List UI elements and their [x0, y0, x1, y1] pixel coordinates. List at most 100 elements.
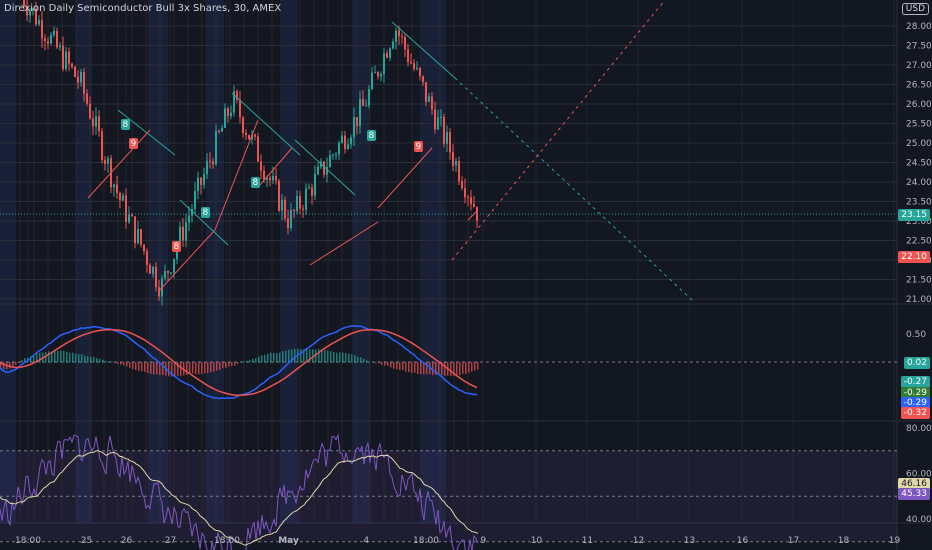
candle-body — [89, 103, 91, 119]
candle-body — [422, 76, 424, 83]
candle-body — [203, 174, 205, 185]
td-marker-label: 8 — [369, 131, 375, 141]
macd-badge-2: -0.29 — [900, 387, 930, 399]
macd-histogram-bar — [132, 362, 134, 369]
currency-label[interactable]: USD — [901, 3, 929, 15]
macd-histogram-bar — [306, 348, 308, 363]
macd-histogram-bar — [18, 362, 20, 363]
td-marker — [367, 130, 376, 141]
trend-projection-teal — [454, 77, 693, 301]
td-marker — [251, 177, 260, 188]
macd-histogram-bar — [459, 362, 461, 376]
macd-histogram-bar — [240, 361, 242, 363]
macd-histogram-bar — [66, 351, 68, 363]
macd-histogram-bar — [372, 361, 374, 363]
macd-histogram-bar — [168, 362, 170, 377]
macd-histogram-bar — [387, 362, 389, 366]
time-axis-label: 16 — [737, 536, 749, 546]
price-tick-label: 21.50 — [906, 276, 932, 286]
candle-body — [71, 63, 73, 67]
macd-histogram-bar — [276, 353, 278, 363]
price-tick-label: 27.00 — [906, 61, 932, 71]
candle-body — [83, 72, 85, 94]
candle-body — [350, 137, 352, 145]
macd-histogram-bar — [471, 362, 473, 372]
macd-histogram-bar — [135, 362, 137, 371]
session-band — [280, 0, 298, 523]
macd-histogram-bar — [366, 360, 368, 363]
macd-histogram-bar — [285, 350, 287, 363]
candle-body — [170, 272, 172, 274]
candle-body — [122, 195, 124, 201]
candle-body — [356, 116, 358, 127]
trend-line — [309, 221, 379, 266]
candle-body — [125, 195, 127, 222]
candle-body — [266, 177, 268, 180]
candle-body — [263, 170, 265, 180]
time-axis-label: 17 — [788, 536, 799, 546]
candle-body — [41, 20, 43, 39]
time-axis-label: 27 — [165, 536, 176, 546]
candle-body — [62, 45, 64, 70]
candle-body — [113, 184, 115, 188]
macd-histogram-bar — [342, 352, 344, 363]
trend-line — [231, 92, 301, 156]
td-marker-label: 8 — [203, 208, 209, 218]
macd-histogram-bar — [198, 362, 200, 375]
candle-body — [419, 67, 421, 77]
macd-histogram-bar — [378, 362, 380, 364]
td-marker — [121, 119, 130, 130]
macd-histogram-bar — [3, 362, 5, 370]
macd-histogram-bar — [381, 362, 383, 365]
session-band — [148, 0, 168, 523]
candle-body — [407, 49, 409, 62]
macd-histogram-bar — [117, 362, 119, 364]
td-marker-label: 8 — [174, 242, 180, 252]
candle-body — [140, 229, 142, 245]
low-price-badge: 22.10 — [898, 251, 930, 263]
rsi-band — [0, 450, 897, 542]
candle-body — [218, 130, 220, 132]
macd-histogram-bar — [141, 362, 143, 372]
macd-histogram-bar — [144, 362, 146, 372]
candle-body — [92, 118, 94, 127]
macd-histogram-bar — [411, 362, 413, 373]
candle-body — [392, 41, 394, 49]
time-axis-label: 18 — [838, 536, 850, 546]
macd-histogram-bar — [264, 354, 266, 363]
candle-body — [50, 34, 52, 44]
macd-histogram-bar — [231, 362, 233, 367]
price-tick-label: 25.00 — [906, 139, 932, 149]
macd-histogram-bar — [369, 361, 371, 363]
macd-histogram-bar — [405, 362, 407, 372]
macd-histogram-bar — [90, 356, 92, 363]
symbol-title[interactable]: Direxion Daily Semiconductor Bull 3x Sha… — [4, 3, 282, 14]
time-axis-label: 18:00 — [15, 536, 41, 546]
macd-histogram-bar — [249, 360, 251, 363]
candle-body — [242, 117, 244, 134]
candle-body — [101, 131, 103, 160]
macd-histogram-bar — [54, 350, 56, 363]
candle-body — [239, 99, 241, 118]
candle-body — [128, 214, 130, 222]
macd-histogram-bar — [330, 351, 332, 363]
candle-body — [206, 160, 208, 175]
macd-histogram-bar — [336, 352, 338, 363]
price-tick-label: 22.50 — [906, 237, 932, 247]
macd-histogram-bar — [99, 358, 101, 363]
candle-body — [254, 134, 256, 137]
candle-body — [200, 177, 202, 185]
candle-body — [473, 204, 475, 207]
macd-histogram-bar — [162, 362, 164, 375]
macd-histogram-bar — [120, 362, 122, 365]
macd-histogram-bar — [258, 356, 260, 363]
candle-body — [302, 208, 304, 210]
price-tick-label: 27.50 — [906, 42, 932, 52]
macd-histogram-bar — [123, 362, 125, 366]
macd-histogram-bar — [354, 355, 356, 363]
candle-body — [245, 133, 247, 135]
candle-body — [284, 199, 286, 219]
macd-histogram-bar — [273, 352, 275, 363]
